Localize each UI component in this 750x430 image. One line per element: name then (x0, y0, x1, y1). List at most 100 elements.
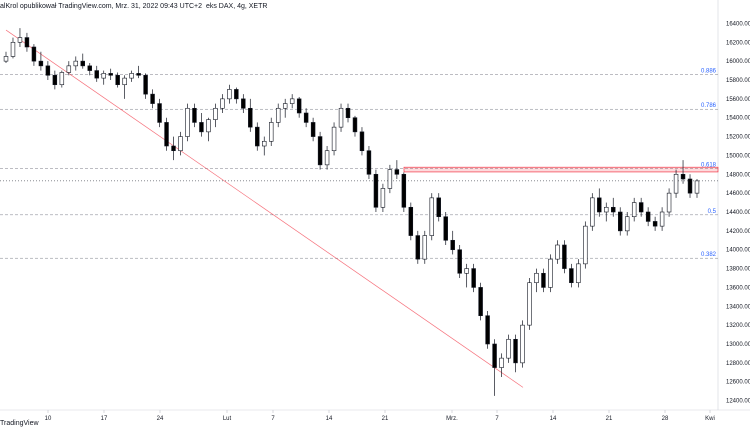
candle-body (38, 60, 44, 67)
candle-body (569, 268, 574, 284)
candle-body (185, 107, 190, 137)
price-tick-label: 16200.000 (726, 40, 750, 46)
candle-body (673, 173, 679, 194)
candle-body (241, 98, 246, 109)
candle-body (129, 73, 134, 79)
candle-body (464, 268, 469, 274)
time-tick-label: 24 (157, 416, 164, 422)
price-tick-label: 12600.000 (726, 380, 750, 386)
candle-body (345, 107, 351, 119)
candle-body (213, 107, 218, 120)
price-tick-label: 14600.000 (726, 191, 750, 197)
price-tick-label: 14200.000 (726, 229, 750, 235)
price-tick-label: 14800.000 (726, 172, 750, 178)
footer-brand[interactable]: TradingView (0, 418, 39, 430)
time-axis: 10 17 24 Lut 7 14 21 Mrz. 7 14 21 28 Kwi (45, 410, 715, 422)
fib-layer: 0.886 0.786 0.618 0.5 0.382 (0, 68, 719, 259)
candle-body (562, 244, 567, 269)
candle-body (24, 37, 30, 48)
time-tick-label: Kwi (705, 416, 715, 422)
price-tick-label: 15600.000 (726, 97, 750, 103)
candle-body (590, 197, 595, 227)
resistance-zone (403, 166, 719, 173)
candle-body (199, 122, 204, 133)
candles-layer (3, 28, 700, 396)
candle-body (387, 169, 393, 189)
candle-body (101, 73, 106, 79)
fib-level-label: 0.382 (701, 252, 717, 258)
candle-body (178, 136, 183, 152)
candle-body (59, 72, 65, 86)
candle-body (506, 338, 511, 359)
price-tick-label: 12800.000 (726, 361, 750, 367)
candle-body (255, 126, 260, 147)
candle-body (422, 235, 428, 260)
price-tick-label: 13200.000 (726, 323, 750, 329)
price-tick-label: 15400.000 (726, 116, 750, 122)
author-line: alKrol opublikował TradingView.com, Mrz.… (0, 3, 203, 10)
price-tick-label: 12400.000 (726, 399, 750, 405)
candle-body (331, 126, 337, 152)
candle-body (401, 173, 407, 208)
candle-body (541, 272, 546, 288)
price-tick-label: 15000.000 (726, 153, 750, 159)
candle-body (324, 150, 330, 166)
time-tick-label: 14 (326, 416, 333, 422)
fib-level-label: 0.5 (708, 209, 717, 215)
price-tick-label: 13600.000 (726, 285, 750, 291)
candle-body (666, 192, 672, 213)
candle-body (66, 65, 72, 73)
symbol-line: eks DAX, 4g, XETR (205, 3, 268, 10)
candle-body (534, 272, 539, 284)
candle-body (248, 107, 253, 128)
price-tick-label: 15200.000 (726, 135, 750, 141)
candle-body (659, 211, 665, 227)
candle-body (638, 202, 644, 213)
candle-body (527, 282, 532, 326)
brand-label: TradingView (0, 420, 39, 427)
candle-body (171, 145, 176, 152)
candle-body (457, 249, 462, 274)
time-tick-label: 10 (45, 416, 52, 422)
candle-body (45, 65, 51, 76)
time-tick-label: 21 (382, 416, 389, 422)
candle-body (94, 70, 99, 79)
time-tick-label: 28 (662, 416, 669, 422)
candle-body (373, 173, 379, 208)
price-tick-label: 13000.000 (726, 342, 750, 348)
candle-body (359, 131, 365, 152)
candle-body (485, 315, 490, 345)
candle-body (269, 122, 274, 142)
time-tick-label: 7 (495, 416, 499, 422)
candle-body (408, 206, 414, 236)
candle-body (31, 46, 37, 62)
candle-body (164, 122, 169, 147)
candle-body (492, 343, 497, 368)
trendline (5, 29, 524, 388)
candle-body (317, 136, 323, 166)
candle-body (618, 211, 623, 232)
price-tick-label: 14400.000 (726, 210, 750, 216)
candle-body (380, 188, 386, 208)
candle-body (289, 98, 295, 104)
candle-body (611, 206, 616, 213)
price-tick-label: 13800.000 (726, 267, 750, 273)
candle-body (471, 268, 476, 288)
candle-body (73, 60, 79, 67)
candle-body (352, 117, 358, 133)
price-tick-label: 13400.000 (726, 304, 750, 310)
grid-layer (0, 0, 750, 411)
candle-body (576, 263, 581, 284)
price-tick-label: 16400.000 (726, 21, 750, 27)
candle-body (645, 211, 651, 222)
price-tick-label: 15800.000 (726, 78, 750, 84)
candle-body (450, 239, 455, 251)
candle-body (687, 178, 693, 194)
candle-body (80, 60, 85, 67)
candle-body (597, 197, 602, 213)
candle-body (262, 140, 267, 147)
candle-body (52, 74, 58, 86)
candle-body (436, 197, 441, 218)
candle-body (192, 107, 197, 123)
